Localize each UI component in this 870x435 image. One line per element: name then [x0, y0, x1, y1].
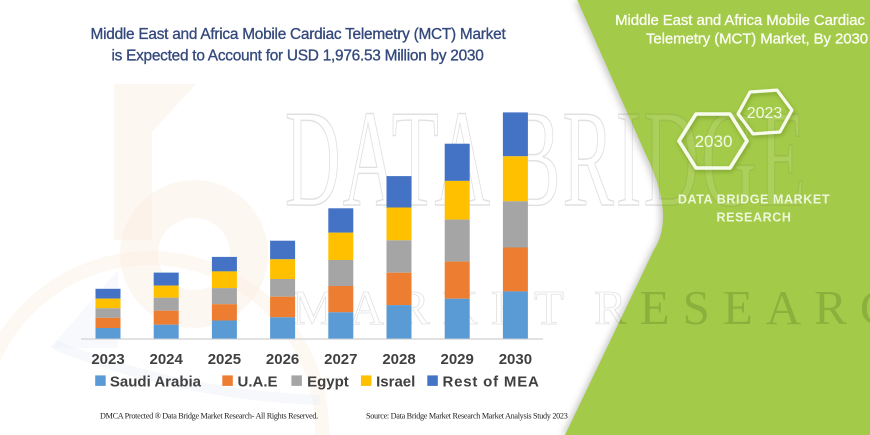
svg-text:2026: 2026 [266, 351, 299, 368]
svg-text:Middle East and Africa Mobile: Middle East and Africa Mobile Cardiac Te… [91, 26, 507, 43]
svg-text:DATA BRIDGE MARKET: DATA BRIDGE MARKET [678, 193, 830, 207]
svg-text:2030: 2030 [499, 351, 532, 368]
svg-text:RESEARCH: RESEARCH [717, 211, 792, 225]
svg-text:DMCA Protected ® Data Bridge M: DMCA Protected ® Data Bridge Market Rese… [100, 412, 318, 421]
svg-text:2029: 2029 [441, 351, 474, 368]
svg-text:2030: 2030 [695, 132, 733, 151]
svg-text:2025: 2025 [208, 351, 241, 368]
svg-text:2023: 2023 [747, 105, 783, 122]
svg-text:Source: Data Bridge Market Res: Source: Data Bridge Market Research Mark… [366, 412, 568, 421]
svg-text:2027: 2027 [324, 351, 357, 368]
svg-text:2023: 2023 [91, 351, 124, 368]
svg-text:U.A.E: U.A.E [238, 374, 278, 391]
svg-text:Egypt: Egypt [307, 374, 349, 391]
svg-text:is Expected to Account for USD: is Expected to Account for USD 1,976.53 … [111, 47, 483, 64]
svg-text:Israel: Israel [376, 374, 415, 391]
svg-text:Saudi Arabia: Saudi Arabia [110, 374, 202, 391]
svg-text:Telemetry (MCT) Market, By 203: Telemetry (MCT) Market, By 2030 [646, 30, 868, 47]
svg-text:Middle East and Africa Mobile: Middle East and Africa Mobile Cardiac [615, 12, 865, 29]
svg-text:2028: 2028 [382, 351, 415, 368]
svg-text:2024: 2024 [150, 351, 184, 368]
svg-text:Rest of MEA: Rest of MEA [443, 374, 540, 391]
